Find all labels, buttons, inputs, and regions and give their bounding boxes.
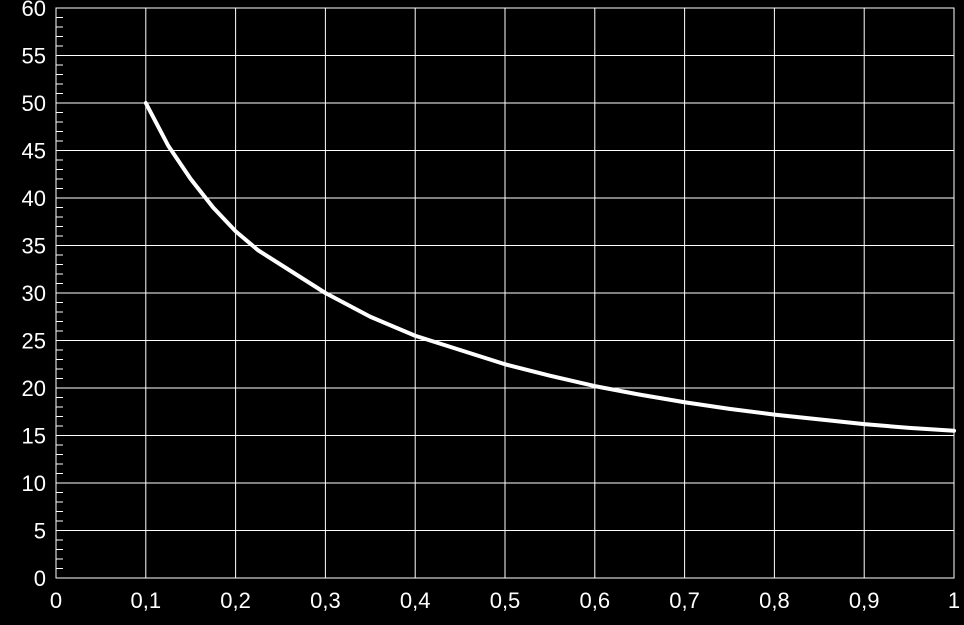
chart-container: 00,10,20,30,40,50,60,70,80,9105101520253… xyxy=(0,0,964,625)
x-tick-label: 0,4 xyxy=(400,588,431,613)
x-tick-label: 0,5 xyxy=(490,588,521,613)
y-tick-label: 55 xyxy=(22,44,46,69)
y-tick-label: 25 xyxy=(22,329,46,354)
y-tick-label: 60 xyxy=(22,0,46,21)
y-tick-label: 50 xyxy=(22,91,46,116)
x-tick-label: 0,9 xyxy=(849,588,880,613)
y-tick-label: 30 xyxy=(22,281,46,306)
x-tick-label: 0 xyxy=(50,588,62,613)
x-tick-label: 0,7 xyxy=(669,588,700,613)
line-chart: 00,10,20,30,40,50,60,70,80,9105101520253… xyxy=(0,0,964,625)
x-tick-label: 0,2 xyxy=(220,588,251,613)
x-tick-label: 0,1 xyxy=(131,588,162,613)
y-tick-label: 0 xyxy=(34,566,46,591)
y-tick-label: 40 xyxy=(22,186,46,211)
x-tick-label: 1 xyxy=(948,588,960,613)
x-tick-label: 0,3 xyxy=(310,588,341,613)
y-tick-label: 15 xyxy=(22,424,46,449)
y-tick-label: 5 xyxy=(34,519,46,544)
x-tick-label: 0,8 xyxy=(759,588,790,613)
y-tick-label: 20 xyxy=(22,376,46,401)
y-tick-label: 10 xyxy=(22,471,46,496)
y-tick-label: 35 xyxy=(22,234,46,259)
x-tick-label: 0,6 xyxy=(580,588,611,613)
y-tick-label: 45 xyxy=(22,139,46,164)
